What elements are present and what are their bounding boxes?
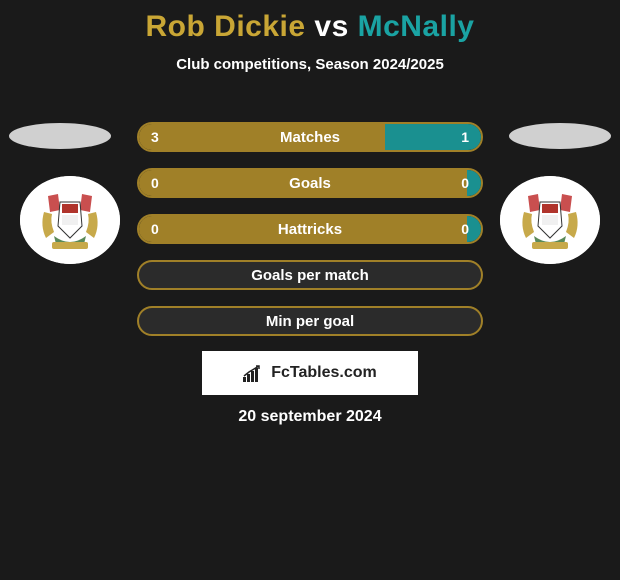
brand-icon bbox=[243, 364, 265, 382]
date-text: 20 september 2024 bbox=[0, 408, 620, 426]
stat-right-value: 1 bbox=[385, 124, 481, 150]
stat-left-value: 0 bbox=[139, 216, 467, 242]
stat-row-min-per-goal: Min per goal bbox=[137, 306, 483, 336]
stat-left-value: 0 bbox=[139, 170, 467, 196]
crest-icon bbox=[500, 176, 600, 264]
page-title: Rob Dickie vs McNally bbox=[0, 10, 620, 44]
stat-row-matches: 31Matches bbox=[137, 122, 483, 152]
stat-label: Min per goal bbox=[139, 308, 481, 334]
brand-text: FcTables.com bbox=[271, 364, 377, 382]
stat-row-goals-per-match: Goals per match bbox=[137, 260, 483, 290]
club-crest-right bbox=[500, 176, 600, 264]
stat-row-hattricks: 00Hattricks bbox=[137, 214, 483, 244]
comparison-card: Rob Dickie vs McNally Club competitions,… bbox=[0, 0, 620, 580]
club-crest-left bbox=[20, 176, 120, 264]
player-indicator-left bbox=[9, 123, 111, 149]
stat-bars: 31Matches 00Goals 00Hattricks Goals per mat… bbox=[137, 122, 483, 352]
stat-right-value: 0 bbox=[467, 170, 481, 196]
stat-row-goals: 00Goals bbox=[137, 168, 483, 198]
stat-label: Goals per match bbox=[139, 262, 481, 288]
subtitle: Club competitions, Season 2024/2025 bbox=[0, 56, 620, 73]
brand-badge: FcTables.com bbox=[202, 351, 418, 395]
stat-right-value: 0 bbox=[467, 216, 481, 242]
crest-icon bbox=[20, 176, 120, 264]
player-indicator-right bbox=[509, 123, 611, 149]
stat-left-value: 3 bbox=[139, 124, 385, 150]
